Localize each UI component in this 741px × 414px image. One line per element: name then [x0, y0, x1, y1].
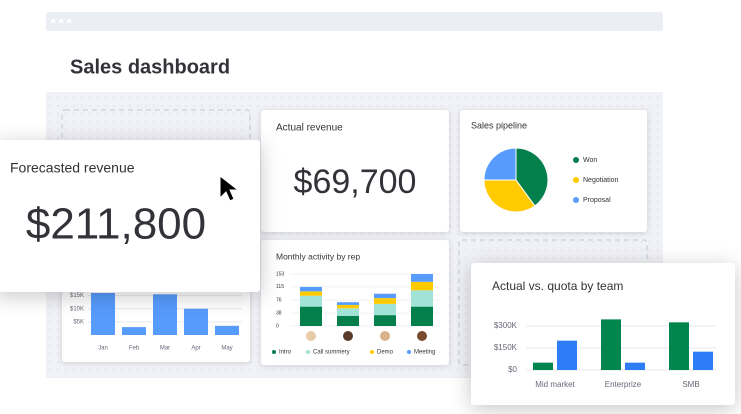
browser-bar [46, 12, 663, 31]
card-label: Actual vs. quota by team [492, 279, 623, 293]
bar [91, 293, 115, 335]
rep-avatar [306, 331, 316, 341]
bar [625, 362, 645, 370]
card-label: Monthly activity by rep [276, 251, 360, 261]
x-tick-label: SMB [682, 380, 699, 389]
kpi-value: $69,700 [294, 163, 417, 201]
y-tick-label: $5K [73, 319, 84, 325]
bar-segment [411, 274, 433, 282]
bar [557, 340, 577, 370]
bar-segment [337, 304, 359, 309]
widgets: Actual revenue $69,700 Sales pipeline Won Ne… [0, 110, 735, 405]
y-tick-label: 38 [276, 310, 282, 316]
floating-card [0, 140, 260, 292]
window-dot [51, 19, 55, 23]
x-tick-label: Apr [191, 346, 200, 352]
legend-swatch [407, 350, 411, 354]
pie-slice [483, 147, 517, 181]
pie-slice [483, 179, 536, 213]
y-tick-label: $150K [494, 343, 518, 352]
kpi-value: $211,800 [26, 200, 206, 249]
mouse-cursor [219, 174, 240, 202]
page-title: Sales dashboard [70, 56, 230, 78]
x-tick-label: Jan [98, 346, 108, 352]
bar-segment [300, 295, 322, 307]
bar-segment [337, 302, 359, 305]
bar [184, 308, 208, 335]
x-tick-label: May [221, 346, 232, 352]
y-tick-label: $15K [70, 293, 84, 299]
window-dot [59, 19, 63, 23]
legend-label: Intro [279, 350, 292, 356]
x-tick-label: Mar [160, 346, 170, 352]
bar-segment [300, 286, 322, 292]
x-tick-label: Feb [129, 346, 140, 352]
legend-label: Demo [377, 350, 394, 356]
rep-avatar [380, 331, 390, 341]
bar-segment [374, 315, 396, 326]
card-label: Actual revenue [276, 123, 343, 134]
bar-segment [300, 306, 322, 326]
legend-swatch [306, 350, 310, 354]
bar [669, 322, 689, 370]
bar [533, 362, 553, 370]
card-label: Sales pipeline [471, 120, 527, 130]
y-tick-label: $0 [508, 365, 517, 374]
x-tick-label: Enterprize [605, 380, 642, 389]
legend-swatch [272, 350, 276, 354]
legend-label: Negotiation [583, 177, 619, 184]
legend-label: Proposal [583, 197, 611, 204]
bar [693, 351, 713, 370]
card [261, 110, 449, 232]
rep-avatar [343, 331, 353, 341]
bar-segment [411, 281, 433, 291]
y-tick-label: 76 [276, 297, 282, 303]
bar-segment [300, 291, 322, 296]
bar-segment [337, 315, 359, 326]
bar-segment [374, 303, 396, 316]
card-label: Forecasted revenue [10, 160, 135, 176]
rep-avatar [417, 331, 427, 341]
bar [215, 325, 239, 335]
y-tick-label: $10K [70, 306, 84, 312]
y-tick-label: 153 [276, 271, 285, 277]
y-tick-label: $300K [494, 321, 518, 330]
bar-segment [337, 308, 359, 316]
bar-segment [411, 306, 433, 326]
bar [122, 327, 146, 335]
x-tick-label: Mid market [535, 380, 575, 389]
bar-segment [374, 298, 396, 304]
window-dot [67, 19, 71, 23]
legend-label: Won [583, 157, 597, 164]
pie-slice [515, 147, 549, 207]
y-tick-label: 115 [276, 284, 284, 290]
legend-swatch [573, 157, 579, 163]
legend-swatch [573, 197, 579, 203]
bar [601, 319, 621, 370]
bar-segment [374, 293, 396, 299]
legend-swatch [573, 177, 579, 183]
bar [153, 294, 177, 335]
y-tick-label: 0 [276, 323, 279, 329]
bar-segment [411, 290, 433, 307]
legend-label: Call summery [313, 350, 350, 356]
legend-swatch [370, 350, 374, 354]
legend-label: Meeting [414, 350, 435, 356]
